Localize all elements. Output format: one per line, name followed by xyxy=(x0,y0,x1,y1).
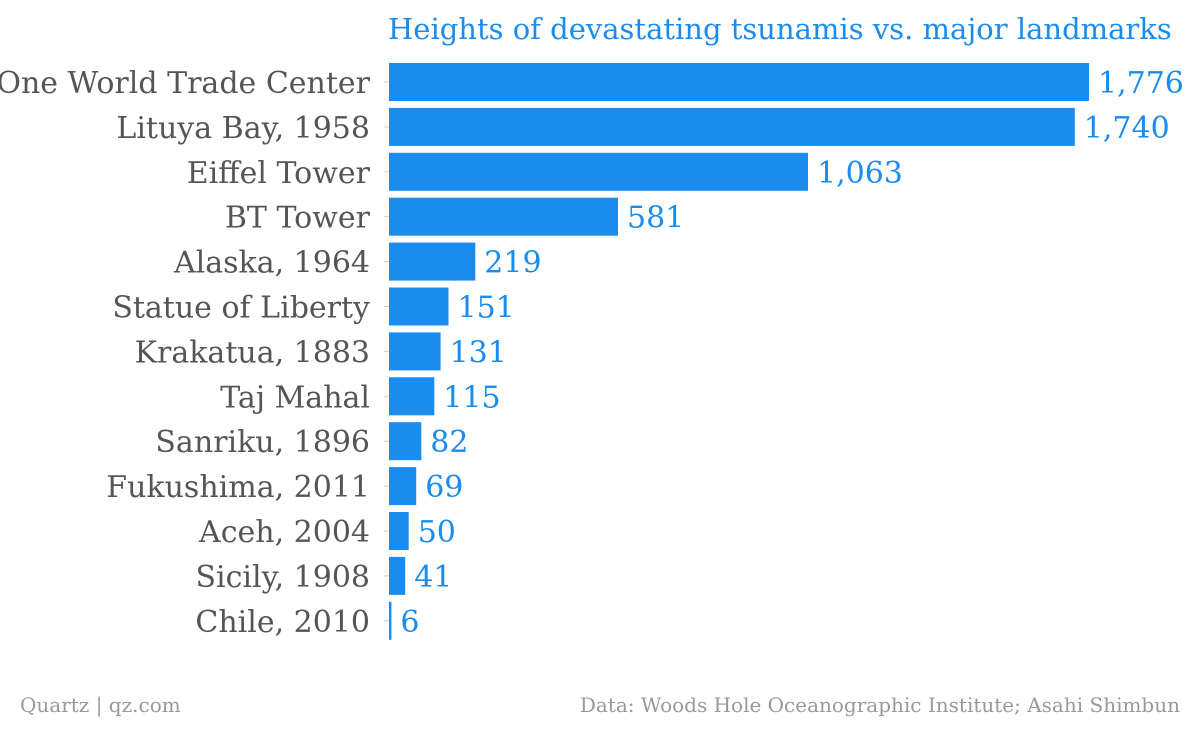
value-label: 41 xyxy=(414,560,452,595)
value-label: 1,740 xyxy=(1084,111,1170,146)
category-label: Eiffel Tower xyxy=(187,156,371,191)
value-label: 581 xyxy=(627,201,684,236)
value-label: 82 xyxy=(430,425,468,460)
footer-source-left: Quartz | qz.com xyxy=(20,693,181,717)
bar xyxy=(389,287,449,326)
bar xyxy=(389,332,441,371)
category-label: Sanriku, 1896 xyxy=(155,425,370,460)
bar xyxy=(389,63,1089,101)
bar xyxy=(389,601,392,640)
bar xyxy=(389,556,406,595)
bar xyxy=(389,197,618,236)
category-label: Krakatua, 1883 xyxy=(135,335,370,370)
category-label: Lituya Bay, 1958 xyxy=(116,111,370,146)
value-label: 6 xyxy=(400,605,419,640)
category-label: One World Trade Center xyxy=(0,66,371,101)
bar xyxy=(389,512,409,550)
bar xyxy=(389,377,435,416)
chart-title: Heights of devastating tsunamis vs. majo… xyxy=(388,12,1172,46)
category-label: Chile, 2010 xyxy=(195,605,370,640)
footer-source-right: Data: Woods Hole Oceanographic Institute… xyxy=(579,693,1180,717)
bar xyxy=(389,467,417,506)
value-label: 219 xyxy=(484,246,541,281)
category-label: BT Tower xyxy=(225,201,371,236)
value-label: 1,776 xyxy=(1098,66,1184,101)
value-label: 69 xyxy=(425,470,463,505)
bar xyxy=(389,107,1075,146)
category-label: Statue of Liberty xyxy=(112,291,370,326)
category-label: Fukushima, 2011 xyxy=(106,470,370,505)
category-label: Sicily, 1908 xyxy=(195,560,370,595)
value-label: 131 xyxy=(450,335,507,370)
category-label: Taj Mahal xyxy=(220,380,370,415)
bar xyxy=(389,152,808,191)
value-label: 50 xyxy=(418,515,456,550)
category-label: Aceh, 2004 xyxy=(198,515,370,550)
category-label: Alaska, 1964 xyxy=(173,246,370,281)
value-label: 151 xyxy=(458,291,515,326)
value-label: 1,063 xyxy=(817,156,903,191)
value-label: 115 xyxy=(443,380,500,415)
bar xyxy=(389,422,422,461)
bar xyxy=(389,242,476,281)
